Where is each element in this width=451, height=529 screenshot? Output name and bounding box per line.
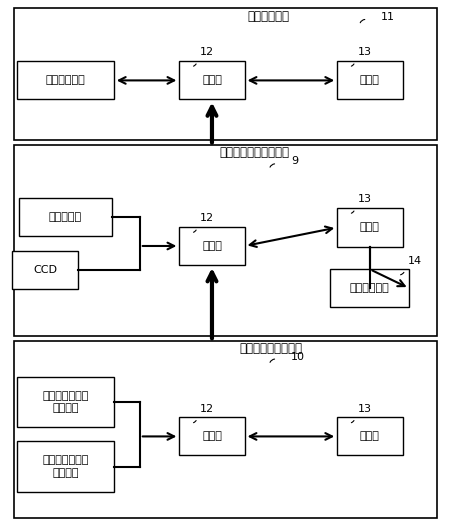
- Text: 14: 14: [408, 256, 422, 266]
- Text: 结晶器保护渣检测系统: 结晶器保护渣检测系统: [220, 146, 290, 159]
- Bar: [337, 417, 403, 455]
- Text: 12: 12: [200, 404, 214, 414]
- Bar: [13, 251, 78, 289]
- Bar: [14, 341, 437, 518]
- Text: 钢水液位检测信
号接收器: 钢水液位检测信 号接收器: [42, 455, 88, 478]
- Bar: [17, 441, 114, 492]
- Text: 13: 13: [358, 47, 372, 57]
- Bar: [14, 145, 437, 336]
- Bar: [19, 198, 112, 236]
- Text: 处理器: 处理器: [202, 241, 222, 251]
- Bar: [179, 417, 244, 455]
- Text: 自动加渣设备: 自动加渣设备: [46, 76, 85, 85]
- Text: 处理器: 处理器: [202, 432, 222, 441]
- Text: 13: 13: [358, 194, 372, 204]
- Text: 12: 12: [200, 213, 214, 223]
- Bar: [179, 61, 244, 99]
- Text: 13: 13: [358, 404, 372, 414]
- Text: 9: 9: [291, 157, 298, 166]
- Bar: [17, 377, 114, 427]
- Text: CCD: CCD: [33, 265, 57, 275]
- Text: 10: 10: [291, 352, 305, 361]
- Text: 激光发射器: 激光发射器: [49, 212, 82, 222]
- Text: 12: 12: [200, 47, 214, 57]
- Text: 钢水液位检测信
号发端器: 钢水液位检测信 号发端器: [42, 391, 88, 413]
- Bar: [330, 269, 410, 307]
- Text: 11: 11: [381, 12, 395, 22]
- Text: 主控机: 主控机: [360, 223, 380, 232]
- Bar: [14, 8, 437, 140]
- Text: 主控机: 主控机: [360, 432, 380, 441]
- Text: 自动加渣系统: 自动加渣系统: [247, 11, 290, 23]
- Text: 主控机: 主控机: [360, 76, 380, 85]
- Text: 结晶器液位检测系统: 结晶器液位检测系统: [239, 342, 302, 354]
- Bar: [337, 208, 403, 247]
- Bar: [17, 61, 114, 99]
- Text: 现场显示终端: 现场显示终端: [350, 284, 390, 293]
- Bar: [337, 61, 403, 99]
- Text: 处理器: 处理器: [202, 76, 222, 85]
- Bar: [179, 227, 244, 265]
